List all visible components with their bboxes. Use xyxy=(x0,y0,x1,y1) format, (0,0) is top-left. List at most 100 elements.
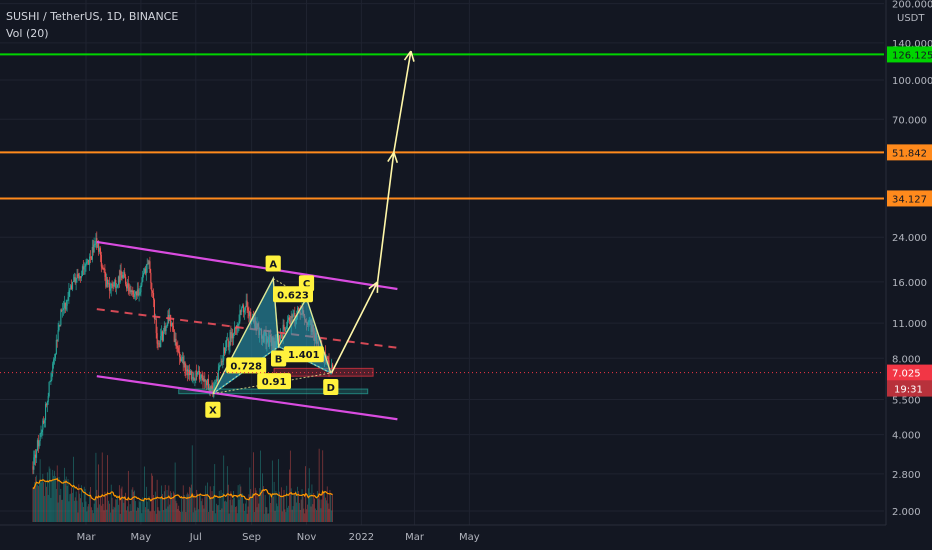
candle-body xyxy=(160,336,162,348)
candle-body xyxy=(146,263,148,265)
volume-bar xyxy=(208,511,209,522)
price-tick-label: 2.800 xyxy=(892,470,921,481)
volume-bar xyxy=(85,501,87,522)
candle-body xyxy=(108,283,110,291)
volume-bar xyxy=(248,494,250,522)
candle-body xyxy=(88,259,90,265)
candle-body xyxy=(193,377,195,380)
candle-body xyxy=(282,324,284,339)
candle-body xyxy=(133,294,135,298)
volume-bar xyxy=(278,459,279,522)
candle-body xyxy=(150,272,152,283)
volume-indicator-label[interactable]: Vol (20) xyxy=(6,27,49,40)
candle-body xyxy=(140,285,142,293)
volume-bar xyxy=(57,502,59,522)
symbol-title[interactable]: SUSHI / TetherUS, 1D, BINANCE xyxy=(6,10,179,23)
volume-bar xyxy=(56,465,58,522)
candle-body xyxy=(285,328,287,332)
volume-bar xyxy=(80,498,81,522)
volume-bar xyxy=(287,507,288,522)
candle-body xyxy=(326,356,328,358)
volume-bar xyxy=(325,500,327,522)
candle-body xyxy=(78,275,80,279)
pattern-point-c-text: C xyxy=(303,279,310,290)
volume-bar xyxy=(245,498,247,522)
volume-bar xyxy=(48,466,50,522)
candle-body xyxy=(69,288,71,291)
candle-body xyxy=(132,290,134,295)
volume-bar xyxy=(291,509,293,522)
volume-bar xyxy=(171,492,172,522)
volume-bar xyxy=(172,491,174,522)
volume-bar xyxy=(135,501,136,522)
volume-bar xyxy=(233,490,234,522)
volume-bar xyxy=(65,476,67,522)
volume-bar xyxy=(89,491,90,522)
volume-bar xyxy=(143,501,144,522)
candle-body xyxy=(183,361,185,365)
candle-body xyxy=(87,259,89,262)
volume-bar xyxy=(163,491,165,522)
candle-body xyxy=(187,369,189,376)
volume-bar xyxy=(100,495,101,522)
volume-bar xyxy=(60,488,62,522)
pattern-point-b: B xyxy=(271,350,287,367)
candle-body xyxy=(131,290,133,292)
candle-body xyxy=(156,333,158,344)
candle-body xyxy=(73,277,75,282)
volume-bar xyxy=(270,502,271,522)
candle-body xyxy=(36,450,38,458)
volume-bar xyxy=(161,485,162,522)
time-tick-label: 2022 xyxy=(349,532,374,543)
candle-body xyxy=(245,300,247,308)
candle-body xyxy=(180,358,182,362)
volume-bar xyxy=(219,509,221,522)
volume-bar xyxy=(289,450,291,522)
candle-body xyxy=(217,369,219,382)
candle-body xyxy=(327,357,329,361)
candle-body xyxy=(81,276,83,278)
volume-bar xyxy=(199,493,200,522)
volume-bar xyxy=(288,505,289,522)
volume-bar xyxy=(110,484,112,522)
candle-body xyxy=(142,274,144,282)
volume-bars xyxy=(32,445,333,522)
candle-body xyxy=(211,386,213,390)
volume-bar xyxy=(306,509,307,522)
volume-bar xyxy=(64,467,65,522)
candle-body xyxy=(76,274,78,280)
volume-bar xyxy=(134,490,135,522)
pattern-point-d: D xyxy=(323,378,339,395)
volume-bar xyxy=(331,510,333,522)
volume-bar xyxy=(200,501,202,522)
candle-body xyxy=(247,307,249,311)
volume-bar xyxy=(329,490,331,522)
volume-bar xyxy=(303,508,305,522)
volume-bar xyxy=(70,493,72,522)
volume-bar xyxy=(229,499,231,522)
volume-bar xyxy=(258,503,260,522)
candle-body xyxy=(171,322,173,326)
pattern-point-x: X xyxy=(205,401,221,418)
volume-bar xyxy=(92,513,94,522)
volume-bar xyxy=(180,511,181,522)
volume-bar xyxy=(196,489,198,522)
volume-bar xyxy=(68,501,70,522)
price-axis: 200.000 140.000 100.000 70.000 24.000 16.000 1… xyxy=(892,0,932,518)
price-tick-label: 100.000 xyxy=(892,76,932,87)
volume-bar xyxy=(243,503,244,522)
volume-bar xyxy=(167,506,169,522)
volume-bar xyxy=(104,491,106,522)
candle-body xyxy=(195,370,197,380)
candle-body xyxy=(198,371,200,373)
candle-body xyxy=(67,297,69,301)
volume-bar xyxy=(332,494,333,522)
candle-body xyxy=(292,314,294,319)
volume-bar xyxy=(207,482,208,522)
candle-body xyxy=(107,279,109,285)
volume-bar xyxy=(312,504,314,522)
candle-body xyxy=(38,441,40,447)
fib-ratio-label-bg xyxy=(257,373,291,390)
